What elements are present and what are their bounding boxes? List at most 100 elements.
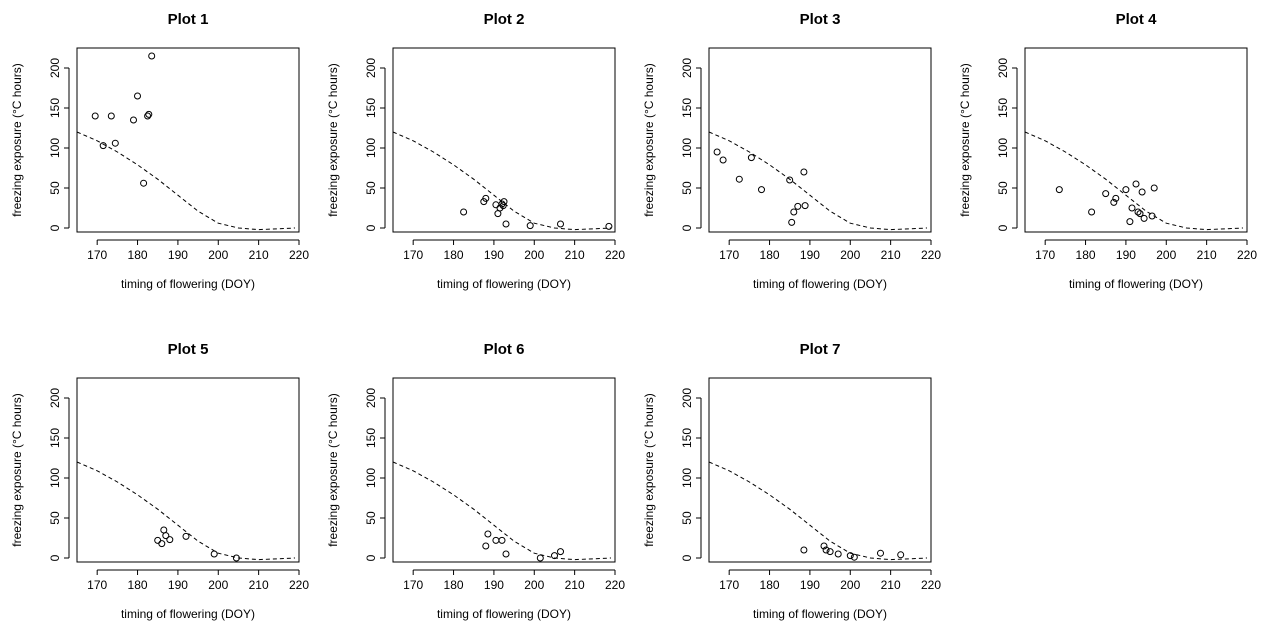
plot-panel-4: Plot 4 170 180 190 200 210 220 0 50 100 150 200 timi… <box>958 11 1257 291</box>
data-point <box>526 222 534 230</box>
x-tick-label: 180 <box>128 578 148 592</box>
y-tick-label: 200 <box>680 58 694 78</box>
data-point <box>820 542 828 550</box>
fitted-curve <box>76 461 296 561</box>
data-point <box>801 202 809 210</box>
data-point <box>91 112 99 120</box>
data-point <box>834 550 842 558</box>
x-tick-label: 200 <box>208 578 228 592</box>
data-point <box>502 220 510 228</box>
x-axis-label: timing of flowering (DOY) <box>753 607 887 621</box>
y-tick-label: 200 <box>996 58 1010 78</box>
data-point <box>210 550 218 558</box>
x-tick-label: 170 <box>719 248 739 262</box>
x-tick-label: 210 <box>249 248 269 262</box>
y-tick-label: 100 <box>680 138 694 158</box>
x-tick-label: 170 <box>719 578 739 592</box>
data-point <box>500 198 508 206</box>
x-tick-label: 210 <box>565 578 585 592</box>
x-tick-label: 210 <box>881 248 901 262</box>
data-point <box>182 532 190 540</box>
data-point <box>800 546 808 554</box>
data-point <box>166 536 174 544</box>
data-point <box>1138 188 1146 196</box>
y-tick-label: 0 <box>364 224 378 231</box>
data-point <box>502 550 510 558</box>
y-tick-label: 0 <box>48 224 62 231</box>
data-point <box>134 92 141 100</box>
x-tick-label: 170 <box>1035 248 1055 262</box>
data-point <box>492 536 500 544</box>
y-tick-label: 150 <box>680 428 694 448</box>
y-tick-label: 200 <box>48 58 62 78</box>
data-point <box>1148 212 1156 220</box>
x-tick-label: 200 <box>840 248 860 262</box>
data-point <box>846 552 854 560</box>
x-tick-label: 200 <box>208 248 228 262</box>
y-tick-label: 200 <box>680 388 694 408</box>
x-tick-label: 200 <box>524 248 544 262</box>
fitted-curve <box>708 461 928 561</box>
fitted-curve <box>1024 131 1244 231</box>
y-tick-label: 150 <box>680 98 694 118</box>
y-tick-label: 50 <box>48 181 62 195</box>
data-point <box>1126 218 1134 226</box>
x-axis-label: timing of flowering (DOY) <box>121 607 255 621</box>
plot-frame <box>1024 47 1248 233</box>
y-axis-label: freezing exposure (°C hours) <box>958 63 972 217</box>
data-point <box>154 536 162 544</box>
y-tick-label: 100 <box>364 138 378 158</box>
data-point <box>850 553 858 561</box>
plot-frame <box>708 377 932 563</box>
plot-frame <box>76 377 300 563</box>
y-axis-label: freezing exposure (°C hours) <box>326 63 340 217</box>
plot-frame <box>76 47 300 233</box>
plot-panel-1: Plot 1 170 180 190 200 210 220 0 50 100 150 200 timi… <box>10 11 309 291</box>
x-tick-label: 180 <box>444 578 464 592</box>
data-point <box>1102 190 1110 198</box>
y-tick-label: 50 <box>48 511 62 525</box>
fitted-curve <box>392 131 612 231</box>
x-tick-label: 200 <box>840 578 860 592</box>
data-point <box>140 179 148 187</box>
data-point <box>145 110 153 118</box>
y-axis-label: freezing exposure (°C hours) <box>10 63 24 217</box>
x-tick-label: 220 <box>921 248 941 262</box>
y-tick-label: 150 <box>364 98 378 118</box>
plot-panel-6: Plot 6 170 180 190 200 210 220 0 50 100 150 200 timi… <box>326 341 625 621</box>
data-point <box>162 532 170 540</box>
y-tick-label: 100 <box>48 138 62 158</box>
data-point <box>158 540 166 548</box>
plot-panel-7: Plot 7 170 180 190 200 210 220 0 50 100 150 200 timi… <box>642 341 941 621</box>
data-point <box>719 156 727 164</box>
data-point <box>758 186 765 194</box>
data-point <box>1055 186 1063 194</box>
data-point <box>99 142 107 150</box>
data-point <box>790 208 798 216</box>
plot-frame <box>392 47 616 233</box>
y-tick-label: 150 <box>48 98 62 118</box>
x-tick-label: 220 <box>289 578 309 592</box>
y-tick-label: 100 <box>996 138 1010 158</box>
data-point <box>897 551 905 559</box>
y-tick-label: 150 <box>48 428 62 448</box>
x-axis-label: timing of flowering (DOY) <box>1069 277 1203 291</box>
data-point <box>826 548 834 556</box>
data-point <box>1122 186 1130 194</box>
data-point <box>130 116 137 124</box>
y-tick-label: 200 <box>364 388 378 408</box>
fitted-curve <box>392 461 612 561</box>
data-point <box>1140 214 1148 222</box>
y-tick-label: 200 <box>48 388 62 408</box>
plot-title: Plot 2 <box>484 11 525 28</box>
y-axis-label: freezing exposure (°C hours) <box>326 393 340 547</box>
x-tick-label: 220 <box>605 248 625 262</box>
y-tick-label: 0 <box>996 224 1010 231</box>
data-point <box>1128 204 1136 212</box>
y-tick-label: 100 <box>48 468 62 488</box>
fitted-curve <box>76 131 296 231</box>
data-point <box>877 549 884 557</box>
x-axis-label: timing of flowering (DOY) <box>753 277 887 291</box>
data-point <box>160 526 168 534</box>
plot-title: Plot 7 <box>800 341 841 358</box>
